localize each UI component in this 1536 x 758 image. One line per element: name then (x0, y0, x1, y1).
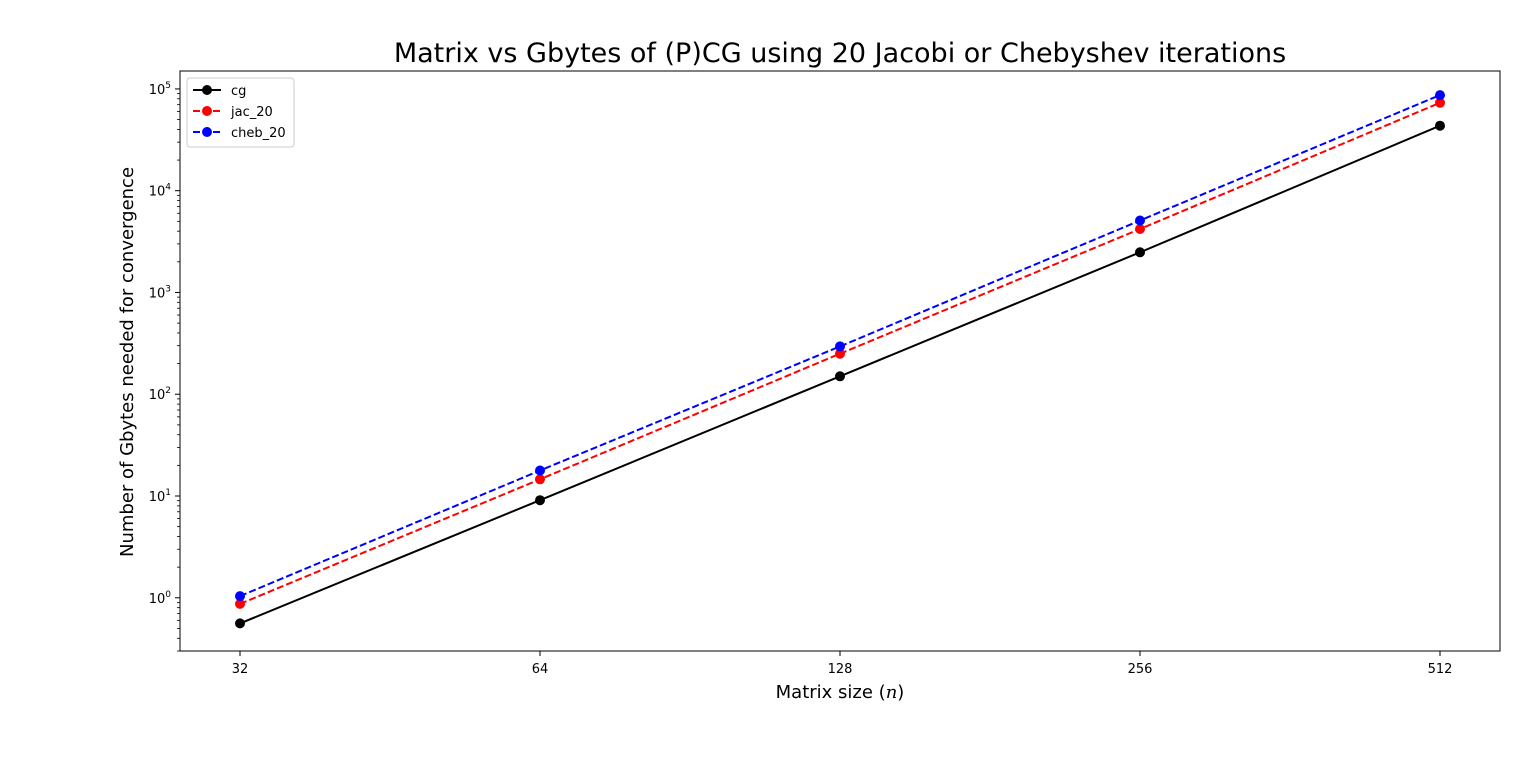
legend-box (186, 77, 295, 148)
data-point-cg-512 (1435, 120, 1445, 131)
legend-marker-cg (202, 85, 212, 95)
data-point-cg-64 (535, 495, 545, 506)
data-point-jac_20-32 (235, 598, 245, 609)
plot-area (235, 90, 1445, 629)
data-point-jac_20-512 (1435, 97, 1445, 108)
chart-title: Matrix vs Gbytes of (P)CG using 20 Jacob… (394, 38, 1286, 69)
x-tick-label: 32 (232, 662, 249, 677)
x-tick-label: 128 (828, 662, 853, 677)
x-tick-label: 512 (1428, 662, 1453, 677)
data-point-cg-32 (235, 618, 245, 629)
y-tick-label: 104 (149, 183, 172, 200)
data-point-jac_20-128 (835, 348, 845, 359)
data-point-cheb_20-32 (235, 591, 245, 602)
legend-label-cheb_20: cheb_20 (231, 126, 286, 141)
y-tick-label: 105 (149, 81, 171, 98)
legend-marker-cheb_20 (202, 127, 212, 137)
data-point-cg-256 (1135, 247, 1145, 258)
legend-label-jac_20: jac_20 (230, 105, 273, 120)
data-point-cheb_20-512 (1435, 90, 1445, 101)
x-axis-label-prefix: Matrix size ( (776, 682, 886, 703)
data-point-cg-128 (835, 371, 845, 382)
x-axis-label-suffix: ) (897, 682, 904, 703)
data-point-cheb_20-256 (1135, 215, 1145, 226)
data-point-cheb_20-128 (835, 341, 845, 352)
x-tick-label: 256 (1128, 662, 1153, 677)
legend-marker-jac_20 (202, 106, 212, 116)
y-tick-label: 101 (149, 488, 171, 505)
axes: 32 64 128 256 512 100 101 102 103 104 105 (149, 70, 1501, 677)
data-point-cheb_20-64 (535, 465, 545, 476)
y-tick-label: 100 (149, 590, 172, 607)
x-axis-label: Matrix size (n) (776, 682, 905, 703)
y-tick-label: 102 (149, 386, 171, 403)
y-axis-label: Number of Gbytes needed for convergence (117, 167, 138, 557)
legend: cg jac_20 cheb_20 (186, 77, 295, 148)
series-line-cheb_20 (239, 94, 1441, 598)
y-tick-label: 103 (149, 284, 171, 301)
x-axis-label-variable: n (886, 682, 898, 703)
x-tick-label: 64 (532, 662, 549, 677)
data-point-jac_20-64 (535, 474, 545, 485)
legend-label-cg: cg (231, 84, 246, 99)
data-point-jac_20-256 (1135, 224, 1145, 234)
